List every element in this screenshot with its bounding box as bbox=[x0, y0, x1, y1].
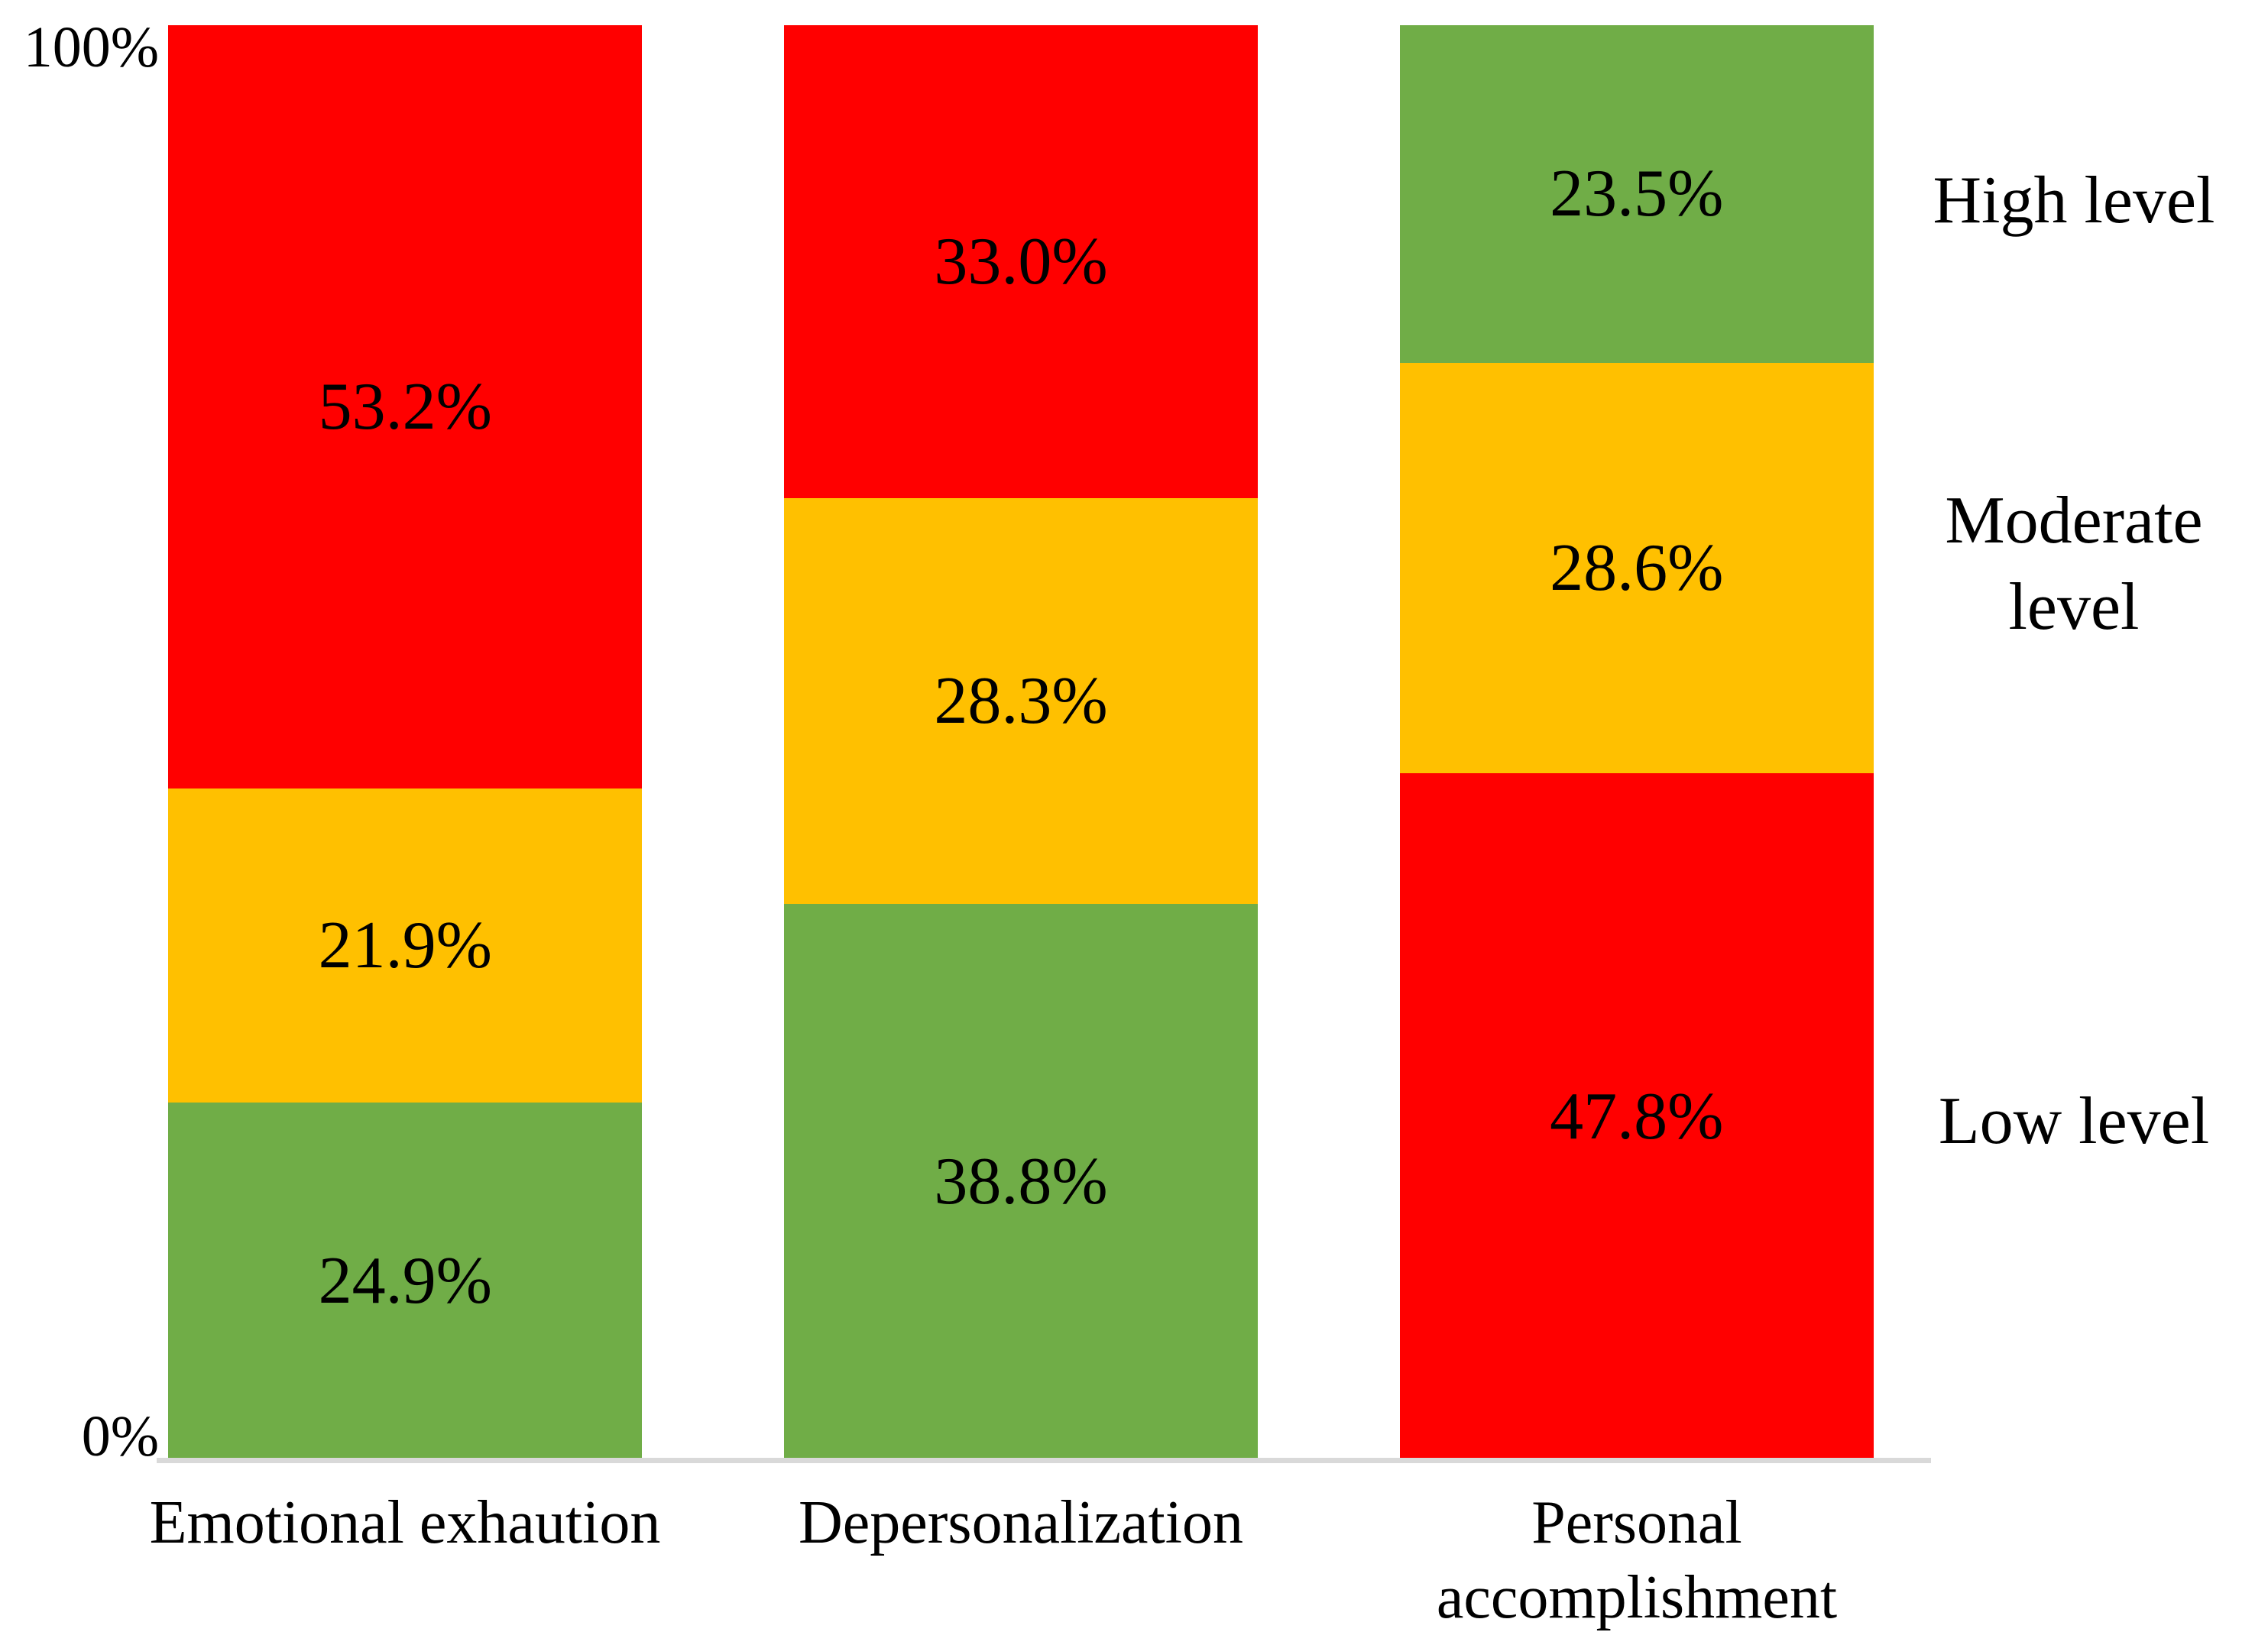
legend-item: Moderate level bbox=[1945, 484, 2203, 644]
category-label: Emotional exhaution bbox=[149, 1489, 661, 1556]
segment-value-label: 33.0% bbox=[934, 224, 1108, 299]
bar-segment: 28.6% bbox=[1399, 362, 1874, 774]
segment-value-label: 47.8% bbox=[1550, 1079, 1724, 1154]
y-axis-tick-0: 0% bbox=[81, 1404, 159, 1469]
stacked-bar-2: 33.0% 28.3% 38.8% bbox=[783, 25, 1259, 1460]
bar-segment: 24.9% bbox=[168, 1103, 643, 1460]
segment-value-label: 21.9% bbox=[318, 908, 492, 983]
bar-segment: 53.2% bbox=[168, 25, 643, 789]
legend-item: High level bbox=[1933, 164, 2215, 238]
segment-value-label: 28.3% bbox=[934, 663, 1108, 738]
plot-area: 53.2% 21.9% 24.9% 33.0% 28.3% 38.8% 23.5% 28.6%… bbox=[168, 25, 1874, 1460]
bar-segment: 47.8% bbox=[1399, 773, 1874, 1460]
legend: High level Moderate level Low level bbox=[1883, 0, 2265, 1645]
category-label: Depersonalization bbox=[799, 1489, 1243, 1556]
x-axis-line bbox=[157, 1458, 1931, 1463]
bar-segment: 38.8% bbox=[783, 904, 1259, 1460]
segment-value-label: 53.2% bbox=[318, 369, 492, 444]
category-label: Personal accomplishment bbox=[1436, 1489, 1838, 1631]
bar-segment: 28.3% bbox=[783, 498, 1259, 905]
category-labels: Emotional exhaution Depersonalization Pers… bbox=[0, 1486, 2268, 1645]
bar-segment: 21.9% bbox=[168, 788, 643, 1103]
segment-value-label: 24.9% bbox=[318, 1244, 492, 1319]
segment-value-label: 38.8% bbox=[934, 1145, 1108, 1219]
stacked-bar-1: 53.2% 21.9% 24.9% bbox=[168, 25, 643, 1460]
bar-segment: 23.5% bbox=[1399, 25, 1874, 363]
segment-value-label: 23.5% bbox=[1550, 156, 1724, 231]
stacked-bar-3: 23.5% 28.6% 47.8% bbox=[1399, 25, 1874, 1460]
legend-item: Low level bbox=[1938, 1084, 2210, 1158]
y-axis-tick-100: 100% bbox=[23, 15, 159, 79]
bar-segment: 33.0% bbox=[783, 25, 1259, 499]
segment-value-label: 28.6% bbox=[1550, 530, 1724, 605]
